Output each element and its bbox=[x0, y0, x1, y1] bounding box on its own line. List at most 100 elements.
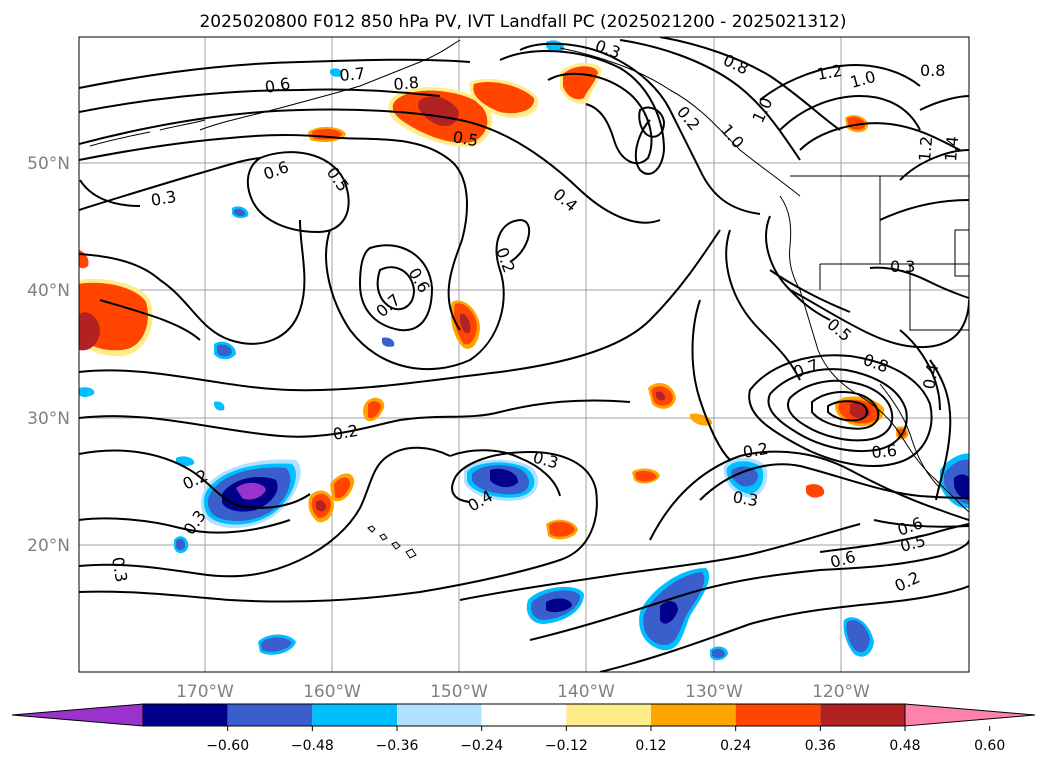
colorbar-swatch bbox=[820, 704, 905, 726]
negative-anomaly-fills bbox=[79, 40, 969, 661]
contour-label: 0.8 bbox=[920, 61, 945, 80]
contour-label: 0.3 bbox=[108, 555, 131, 583]
pv-contour bbox=[325, 218, 530, 371]
positive-blob bbox=[806, 484, 825, 498]
colorbar-swatch bbox=[651, 704, 736, 726]
coastlines bbox=[89, 39, 969, 559]
colorbar-swatch bbox=[481, 704, 567, 726]
contour-label: 1.4 bbox=[941, 135, 962, 162]
alaska-coastline bbox=[199, 39, 461, 131]
positive-blob bbox=[632, 468, 660, 484]
colorbar-extend-low bbox=[11, 703, 144, 727]
pv-contour bbox=[79, 108, 661, 224]
pv-contour bbox=[759, 64, 921, 101]
negative-blob bbox=[639, 568, 710, 651]
colorbar-swatch bbox=[566, 704, 651, 726]
lon-label: 150°W bbox=[430, 682, 488, 702]
bc-coastline bbox=[779, 195, 801, 291]
positive-blob bbox=[835, 396, 885, 427]
negative-blob bbox=[843, 617, 874, 657]
aleutian-islands bbox=[89, 119, 206, 147]
pv-contour bbox=[79, 450, 598, 603]
contour-label: 0.4 bbox=[919, 362, 942, 390]
pv-contour bbox=[827, 400, 868, 422]
negative-blob bbox=[526, 586, 584, 624]
southeast-alaska-coast bbox=[559, 47, 801, 197]
positive-blob bbox=[363, 397, 385, 422]
pv-contour bbox=[638, 106, 666, 138]
positive-blob bbox=[79, 278, 153, 357]
pv-contour bbox=[339, 137, 468, 331]
pv-contour bbox=[529, 539, 969, 641]
pv-contour bbox=[811, 391, 880, 430]
negative-blob bbox=[214, 401, 225, 411]
pv-contour bbox=[459, 523, 861, 601]
lat-label: 50°N bbox=[27, 154, 70, 174]
negative-blob bbox=[201, 459, 301, 529]
pv-contour bbox=[79, 229, 721, 392]
pv-contour bbox=[79, 446, 451, 578]
negative-blob bbox=[174, 536, 189, 554]
negative-blob bbox=[330, 68, 343, 77]
pv-contour bbox=[765, 215, 831, 321]
lat-label: 20°N bbox=[27, 536, 70, 556]
lat-label: 40°N bbox=[27, 281, 70, 301]
colorbar-swatch bbox=[397, 704, 482, 726]
lon-label: 160°W bbox=[303, 682, 361, 702]
pv-contour bbox=[599, 585, 969, 672]
pv-contour bbox=[659, 37, 841, 131]
pv-contour bbox=[246, 151, 350, 234]
negative-blob bbox=[464, 459, 539, 501]
pv-contour bbox=[779, 94, 921, 131]
pv-contour bbox=[899, 149, 969, 181]
map-frame bbox=[78, 36, 970, 673]
positive-blob bbox=[469, 78, 539, 118]
us-west-coast bbox=[799, 289, 969, 513]
pv-contour bbox=[769, 269, 851, 313]
pv-contour bbox=[869, 266, 969, 299]
colorbar-tick-label: 0.36 bbox=[805, 738, 836, 754]
colorbar-tick-label: 0.12 bbox=[635, 738, 666, 754]
colorbar-extend-high bbox=[904, 703, 1036, 727]
pv-contour bbox=[799, 122, 961, 151]
negative-blob bbox=[258, 634, 296, 655]
pv-contour bbox=[376, 266, 416, 311]
negative-blob bbox=[79, 387, 95, 397]
contour-label: 0.2 bbox=[741, 439, 769, 462]
contour-label: 0.2 bbox=[331, 421, 359, 444]
contour-label: 0.7 bbox=[339, 64, 366, 85]
negative-blob bbox=[232, 206, 249, 219]
colorbar-tick-label: 0.60 bbox=[974, 738, 1005, 754]
colorbar-swatch bbox=[312, 704, 397, 726]
pv-contour bbox=[789, 289, 969, 349]
colorbar-outline bbox=[142, 703, 906, 727]
colorbar-tick-label: −0.48 bbox=[291, 738, 334, 754]
state-border bbox=[819, 263, 969, 331]
contour-label: 0.6 bbox=[871, 441, 898, 462]
pv-contour bbox=[619, 39, 801, 161]
negative-blob bbox=[214, 341, 236, 360]
lon-label: 130°W bbox=[685, 682, 743, 702]
pv-contour bbox=[358, 244, 434, 332]
pv-contour bbox=[449, 449, 561, 497]
positive-blob bbox=[330, 473, 355, 502]
colorbar-tick-label: −0.12 bbox=[545, 738, 588, 754]
pv-contour bbox=[819, 523, 969, 553]
pv-contour bbox=[899, 329, 941, 411]
colorbar-swatch bbox=[143, 704, 228, 726]
lon-label: 170°W bbox=[176, 682, 234, 702]
positive-blob bbox=[546, 519, 578, 540]
colorbar-tick-label: 0.48 bbox=[889, 738, 920, 754]
colorbar-tick-label: 0.24 bbox=[720, 738, 751, 754]
negative-blob bbox=[176, 456, 195, 467]
contour-label: 0.3 bbox=[731, 487, 759, 510]
contour-label: 1.2 bbox=[915, 135, 936, 162]
pv-contour bbox=[929, 359, 952, 501]
pv-contour bbox=[79, 219, 306, 345]
pv-contour bbox=[99, 299, 201, 341]
negative-blob bbox=[940, 453, 969, 509]
pv-contour bbox=[699, 463, 969, 501]
colorbar-tick-label: −0.24 bbox=[460, 738, 503, 754]
longitude-labels: 170°W 160°W 150°W 140°W 130°W 120°W bbox=[176, 682, 870, 702]
